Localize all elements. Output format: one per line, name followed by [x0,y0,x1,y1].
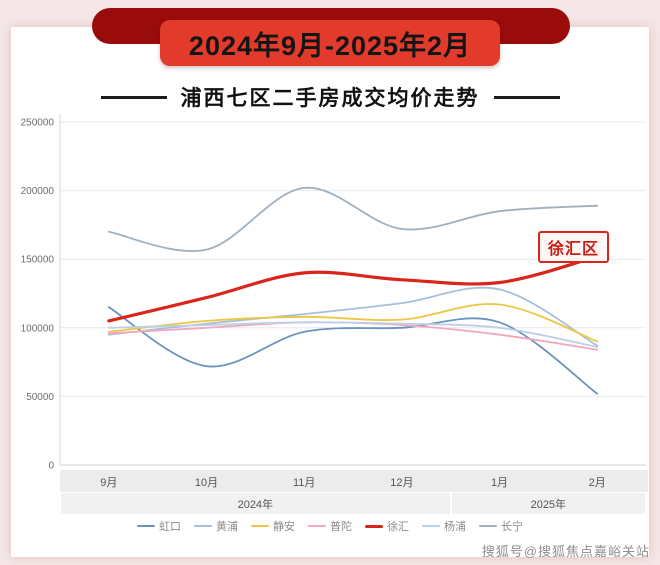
series-line-5 [107,321,599,348]
watermark: 搜狐号@搜狐焦点嘉峪关站 [481,544,650,559]
x-tick-label: 1月 [490,477,509,489]
annotation-xuhui: 徐汇区 [538,231,610,263]
x-year-group: 2025年 [451,493,645,514]
legend-line-marker [194,525,212,527]
y-tick-label: 100000 [21,323,55,334]
legend-line-marker [479,525,497,527]
legend-item-2[interactable]: 静安 [251,518,295,534]
legend-label: 黄浦 [216,521,238,533]
title-banner: 2024年9月-2025年2月 [160,20,500,66]
legend: 虹口 黄浦 静安 普陀 徐汇 杨浦 长宁 [0,518,660,534]
x-tick-label: 11月 [292,477,316,489]
legend-label: 徐汇 [387,521,409,533]
legend-line-marker [365,524,383,528]
legend-item-0[interactable]: 虹口 [137,518,181,534]
legend-line-marker [251,525,269,527]
series-line-6 [107,186,599,252]
x-tick-label: 2月 [588,477,606,489]
chart-svg: 0 50000 100000 150000 200000 250000 [21,114,646,471]
series-line-1 [107,286,599,347]
legend-label: 普陀 [330,521,352,533]
x-year-group: 2024年 [61,493,450,514]
subtitle-line-right [493,95,560,99]
chart-card [11,27,649,557]
legend-label: 杨浦 [444,521,466,533]
chart-subtitle: 浦西七区二手房成交均价走势 [180,87,480,110]
legend-line-marker [137,525,155,527]
y-tick-label: 50000 [26,392,54,403]
y-tick-label: 200000 [21,186,55,197]
legend-item-5[interactable]: 杨浦 [422,518,466,534]
legend-item-1[interactable]: 黄浦 [194,518,238,534]
x-axis-months: 9月 10月 11月 12月 1月 2月 [12,470,648,492]
x-tick-label: 9月 [100,477,118,489]
banner-title: 2024年9月-2025年2月 [188,30,472,61]
legend-item-4[interactable]: 徐汇 [365,518,409,534]
legend-item-6[interactable]: 长宁 [479,518,523,534]
y-tick-label: 0 [48,461,54,471]
x-axis-band [60,470,648,492]
x-tick-label: 10月 [194,477,219,489]
subtitle-row: 浦西七区二手房成交均价走势 [0,82,660,112]
y-tick-label: 150000 [21,255,55,266]
x-axis-years: 2024年 2025年 [12,493,648,514]
legend-label: 长宁 [501,521,523,533]
legend-item-3[interactable]: 普陀 [308,518,352,534]
legend-line-marker [422,525,440,527]
series-line-0 [107,306,599,395]
legend-line-marker [308,525,326,527]
series-line-2 [107,303,599,343]
legend-label: 静安 [273,521,295,533]
legend-label: 虹口 [159,521,181,533]
series-line-4 [107,254,599,323]
x-tick-label: 12月 [390,477,414,489]
subtitle-line-left [100,95,167,99]
y-tick-label: 250000 [21,118,55,129]
